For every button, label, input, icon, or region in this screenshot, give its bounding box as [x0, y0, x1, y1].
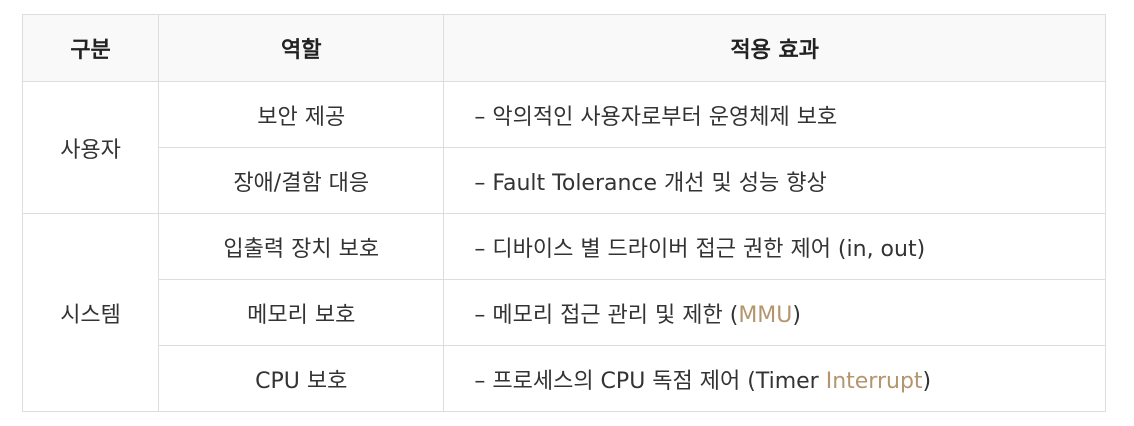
role-cell: CPU 보호 [158, 345, 445, 412]
category-cell-system: 시스템 [21, 213, 160, 412]
category-cell-user: 사용자 [21, 81, 160, 214]
role-cell: 메모리 보호 [158, 279, 445, 346]
table-row: 장애/결함 대응 – Fault Tolerance 개선 및 성능 향상 [23, 147, 1106, 214]
table-row: 시스템 입출력 장치 보호 – 디바이스 별 드라이버 접근 권한 제어 (in… [21, 213, 1106, 412]
effect-cell: – 디바이스 별 드라이버 접근 권한 제어 (in, out) [443, 213, 1106, 280]
header-category: 구분 [21, 14, 160, 82]
header-row: 구분 역할 적용 효과 [21, 14, 1106, 82]
effect-cell: – 악의적인 사용자로부터 운영체제 보호 [443, 81, 1106, 148]
table-row: 메모리 보호 – 메모리 접근 관리 및 제한 (MMU) [23, 279, 1106, 346]
effect-cell: – Fault Tolerance 개선 및 성능 향상 [443, 147, 1106, 214]
effect-text-end: ) [792, 302, 801, 328]
role-cell: 입출력 장치 보호 [158, 213, 445, 280]
role-cell: 장애/결함 대응 [158, 147, 445, 214]
role-cell: 보안 제공 [158, 81, 445, 148]
header-role: 역할 [158, 14, 445, 82]
table-row: 사용자 보안 제공 – 악의적인 사용자로부터 운영체제 보호 [21, 81, 1106, 214]
header-effect: 적용 효과 [443, 14, 1106, 82]
mmu-link[interactable]: MMU [738, 302, 793, 328]
effect-cell: – 메모리 접근 관리 및 제한 (MMU) [443, 279, 1106, 346]
table-row: CPU 보호 – 프로세스의 CPU 독점 제어 (Timer Interrup… [23, 345, 1106, 412]
effect-text: – 프로세스의 CPU 독점 제어 (Timer [474, 368, 826, 394]
effect-text-end: ) [922, 368, 932, 394]
effect-cell: – 프로세스의 CPU 독점 제어 (Timer Interrupt) [443, 345, 1106, 412]
interrupt-link[interactable]: Interrupt [825, 368, 923, 394]
effect-text: – 메모리 접근 관리 및 제한 ( [474, 302, 739, 328]
os-protection-table: 구분 역할 적용 효과 사용자 보안 제공 – 악의적인 사용자로부터 운영체제… [21, 14, 1106, 412]
